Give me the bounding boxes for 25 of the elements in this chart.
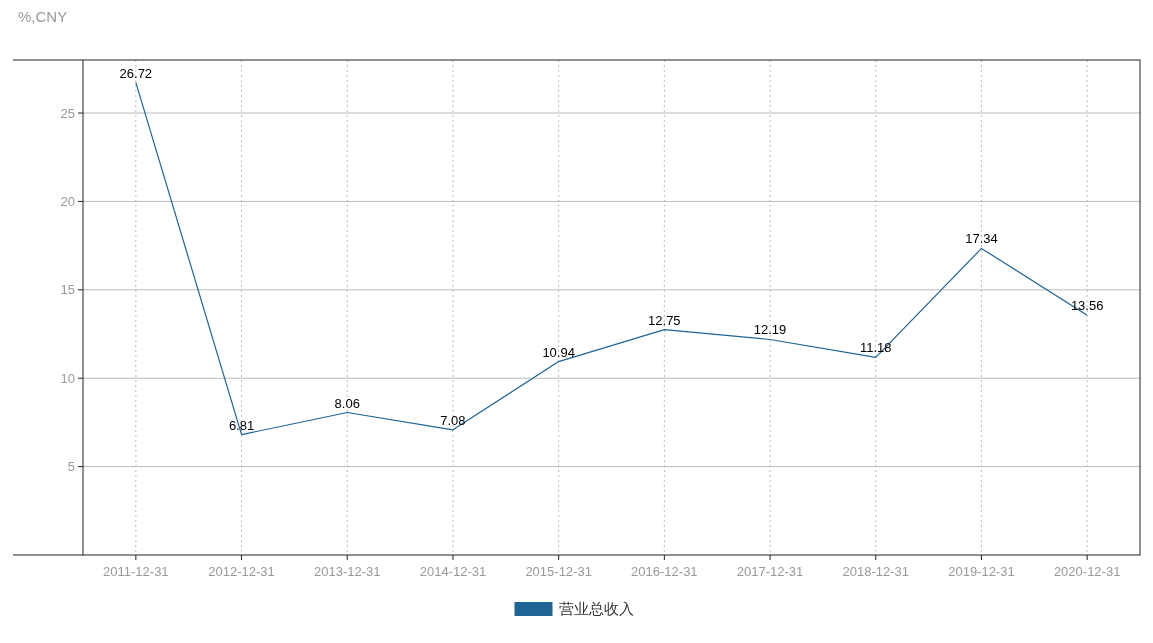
- data-label: 12.19: [753, 322, 787, 338]
- data-label: 8.06: [334, 395, 360, 411]
- x-tick-label: 2011-12-31: [103, 564, 169, 579]
- x-tick-label: 2013-12-31: [314, 564, 381, 579]
- legend-label: 营业总收入: [558, 600, 634, 618]
- y-axis-title: %,CNY: [18, 8, 68, 25]
- y-tick-label: 10: [60, 370, 75, 386]
- x-tick-label: 2018-12-31: [842, 564, 909, 579]
- x-tick-label: 2016-12-31: [631, 564, 698, 579]
- x-tick-label: 2020-12-31: [1053, 564, 1121, 579]
- data-label: 7.08: [440, 412, 466, 428]
- data-label: 17.34: [965, 231, 998, 247]
- x-tick-label: 2014-12-31: [419, 564, 487, 579]
- x-tick-label: 2015-12-31: [525, 564, 592, 579]
- y-tick-label: 25: [60, 105, 75, 121]
- data-label: 10.94: [542, 344, 575, 360]
- y-tick-label: 20: [60, 193, 75, 209]
- x-tick-label: 2019-12-31: [948, 564, 1015, 579]
- data-label: 12.75: [648, 312, 681, 328]
- data-label: 26.72: [119, 65, 153, 81]
- x-tick-label: 2017-12-31: [736, 564, 804, 579]
- y-tick-label: 15: [60, 282, 75, 298]
- data-label: 13.56: [1070, 298, 1104, 314]
- y-tick-label: 5: [67, 459, 75, 475]
- x-tick-label: 2012-12-31: [208, 564, 275, 579]
